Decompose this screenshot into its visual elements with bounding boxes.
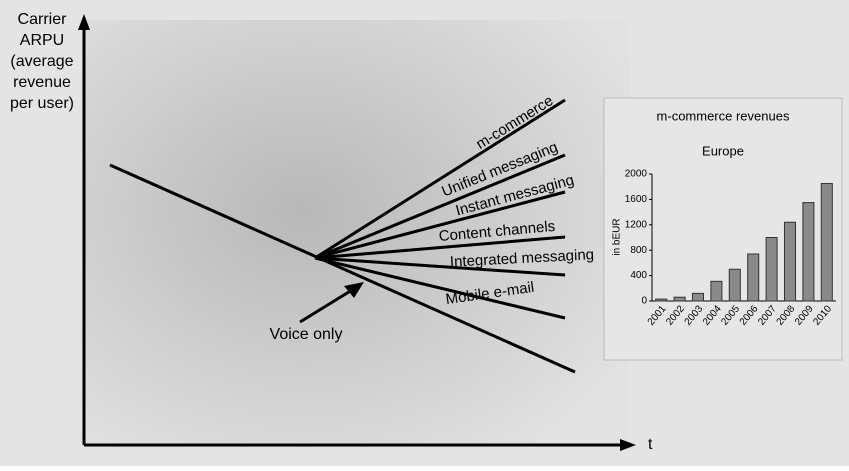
y-axis-label: ARPU [20, 32, 64, 49]
bar [766, 238, 777, 302]
bar [784, 222, 795, 301]
y-axis-label: revenue [13, 74, 71, 91]
bar [692, 293, 703, 301]
y-axis-label: (average [10, 53, 73, 70]
voice-label: Voice only [270, 326, 343, 343]
x-axis-label: t [648, 436, 653, 453]
bar [729, 269, 740, 301]
chart-subtitle: Europe [702, 143, 744, 158]
chart-title: m-commerce revenues [657, 108, 790, 123]
y-tick-label: 1200 [625, 219, 648, 230]
y-tick-label: 2000 [625, 169, 648, 180]
bar [656, 299, 667, 301]
y-tick-label: 0 [641, 296, 647, 307]
bar [711, 281, 722, 301]
y-tick-label: 400 [630, 270, 647, 281]
y-tick-label: 1600 [625, 194, 648, 205]
bar [821, 184, 832, 301]
inset-chart: m-commerce revenues Europe in bEUR 0 400 8… [604, 98, 842, 360]
bar [748, 254, 759, 301]
bar [674, 297, 685, 301]
bar [803, 203, 814, 301]
y-axis-title: in bEUR [612, 218, 623, 255]
y-tick-label: 800 [630, 245, 647, 256]
y-axis-label: Carrier [18, 11, 68, 28]
y-axis-label: per user) [10, 95, 74, 112]
diagram: Carrier ARPU (average revenue per user) … [0, 0, 849, 466]
page: {"diagram": { "y_axis_label": ["Carrier"… [0, 0, 849, 471]
